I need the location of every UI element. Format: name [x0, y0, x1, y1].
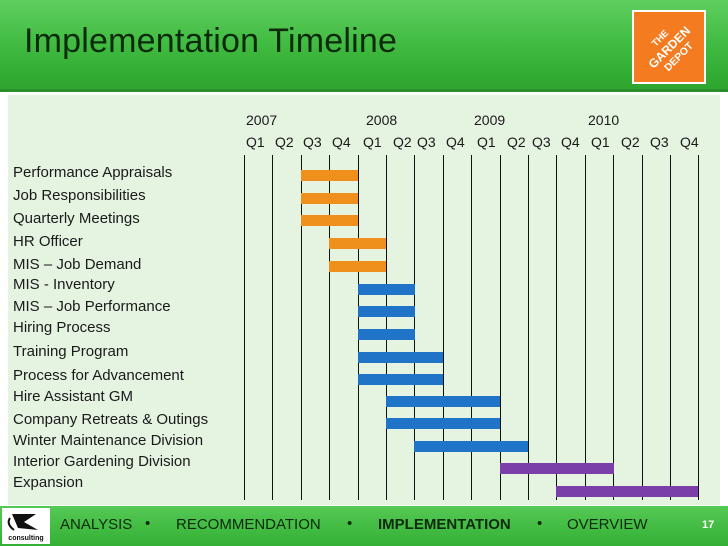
task-bar	[414, 441, 528, 452]
task-bar	[358, 329, 415, 340]
quarter-label: Q1	[477, 134, 496, 150]
grid-line	[272, 155, 273, 500]
grid-line	[358, 155, 359, 500]
nav-recommendation[interactable]: RECOMMENDATION	[176, 516, 321, 533]
nav-separator: •	[347, 515, 353, 532]
task-bar	[329, 261, 386, 272]
task-bar	[301, 170, 358, 181]
year-label: 2010	[588, 112, 620, 128]
task-label: Training Program	[13, 343, 129, 360]
task-label: MIS - Inventory	[13, 276, 115, 293]
year-label: 2008	[366, 112, 398, 128]
task-bar	[301, 193, 358, 204]
task-label: MIS – Job Demand	[13, 256, 142, 273]
nav-separator: •	[145, 515, 151, 532]
task-label: Job Responsibilities	[13, 187, 146, 204]
quarter-label: Q3	[417, 134, 436, 150]
task-label: Process for Advancement	[13, 367, 184, 384]
quarter-label: Q1	[246, 134, 265, 150]
task-bar	[358, 284, 415, 295]
nav-overview[interactable]: OVERVIEW	[567, 516, 648, 533]
grid-line	[329, 155, 330, 500]
nav-analysis[interactable]: ANALYSIS	[60, 516, 133, 533]
grid-line	[471, 155, 472, 500]
task-bar	[358, 306, 415, 317]
task-bar	[500, 463, 614, 474]
task-bar	[358, 374, 443, 385]
task-bar	[556, 486, 698, 497]
quarter-label: Q4	[561, 134, 580, 150]
task-label: Expansion	[13, 474, 84, 491]
task-bar	[386, 396, 500, 407]
nav-implementation[interactable]: IMPLEMENTATION	[378, 516, 511, 533]
task-bar	[329, 238, 386, 249]
grid-line	[244, 155, 245, 500]
garden-depot-logo: THE GARDEN DEPOT	[632, 10, 706, 84]
task-label: HR Officer	[13, 233, 83, 250]
grid-line	[443, 155, 444, 500]
task-bar	[386, 418, 500, 429]
consulting-logo-text: consulting	[8, 535, 43, 542]
year-label: 2009	[474, 112, 506, 128]
grid-line	[642, 155, 643, 500]
timeline-panel	[8, 95, 720, 505]
quarter-label: Q2	[621, 134, 640, 150]
quarter-label: Q2	[393, 134, 412, 150]
task-label: Quarterly Meetings	[13, 210, 140, 227]
quarter-label: Q4	[680, 134, 699, 150]
nav-separator: •	[537, 515, 543, 532]
consulting-logo: consulting	[2, 508, 50, 544]
task-label: Hire Assistant GM	[13, 388, 134, 405]
page-number: 17	[702, 519, 715, 531]
task-label: Interior Gardening Division	[13, 453, 191, 470]
quarter-label: Q3	[650, 134, 669, 150]
quarter-label: Q4	[446, 134, 465, 150]
quarter-label: Q1	[363, 134, 382, 150]
grid-line	[301, 155, 302, 500]
header-bar	[0, 0, 728, 92]
grid-line	[585, 155, 586, 500]
year-label: 2007	[246, 112, 278, 128]
grid-line	[556, 155, 557, 500]
task-bar	[301, 215, 358, 226]
quarter-label: Q1	[591, 134, 610, 150]
grid-line	[670, 155, 671, 500]
quarter-label: Q2	[275, 134, 294, 150]
grid-line	[698, 155, 699, 500]
grid-line	[414, 155, 415, 500]
footer-bar	[0, 506, 728, 546]
quarter-label: Q2	[507, 134, 526, 150]
task-label: Performance Appraisals	[13, 164, 173, 181]
grid-line	[500, 155, 501, 500]
grid-line	[528, 155, 529, 500]
page-title: Implementation Timeline	[24, 22, 398, 60]
task-label: Winter Maintenance Division	[13, 432, 204, 449]
quarter-label: Q3	[532, 134, 551, 150]
task-label: Company Retreats & Outings	[13, 411, 209, 428]
quarter-label: Q4	[332, 134, 351, 150]
task-label: MIS – Job Performance	[13, 298, 171, 315]
grid-line	[613, 155, 614, 500]
quarter-label: Q3	[303, 134, 322, 150]
task-bar	[358, 352, 443, 363]
grid-line	[386, 155, 387, 500]
task-label: Hiring Process	[13, 319, 111, 336]
